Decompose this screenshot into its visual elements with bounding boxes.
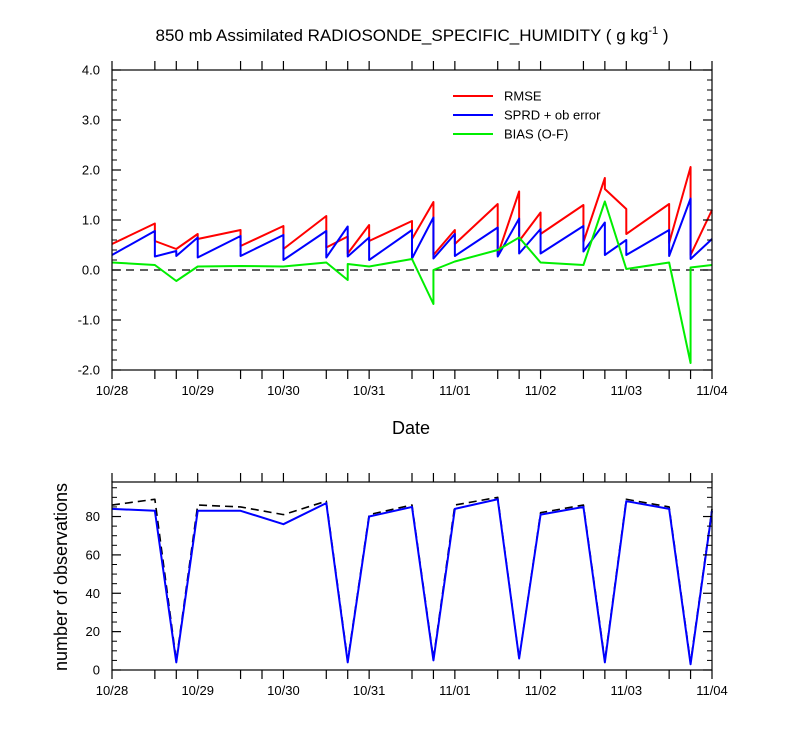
y-tick-label: 80 (86, 509, 100, 524)
x-tick-label: 11/02 (525, 383, 557, 398)
chart-title-main: 850 mb Assimilated RADIOSONDE_SPECIFIC_H… (156, 26, 649, 45)
y-tick-label: -1.0 (78, 313, 100, 328)
legend-label: BIAS (O-F) (504, 127, 568, 142)
bottom-series-group (111, 496, 713, 666)
x-axis-label-date: Date (392, 418, 430, 438)
bottom-ticks-group: 0 20 40 60 80 10/28 10/29 10/30 10/31 11/01 11/02 1… (86, 473, 728, 698)
series-line-top-2 (111, 200, 713, 364)
x-tick-label: 11/01 (439, 683, 471, 698)
x-tick-label: 10/29 (181, 683, 214, 698)
observation-count-panel: 0 20 40 60 80 10/28 10/29 10/30 10/31 11/01 11/02 1… (51, 473, 728, 698)
chart-title-exponent: -1 (648, 25, 658, 37)
x-tick-label: 11/01 (439, 383, 471, 398)
x-tick-label: 11/02 (525, 683, 557, 698)
x-tick-label: 11/03 (610, 383, 642, 398)
series-line-bottom-1 (111, 498, 713, 666)
bias-rmse-panel: -2.0 -1.0 0.0 1.0 2.0 3.0 4.0 10/28 10/29 10/30 10… (78, 61, 728, 438)
y-tick-label: -2.0 (78, 363, 100, 378)
top-ticks-group: -2.0 -1.0 0.0 1.0 2.0 3.0 4.0 10/28 10/29 10/30 10… (78, 61, 728, 398)
x-tick-label: 11/03 (610, 683, 642, 698)
x-tick-label: 10/30 (267, 683, 300, 698)
legend-label: RMSE (504, 89, 542, 104)
legend-label: SPRD + ob error (504, 108, 601, 123)
y-tick-label: 0.0 (82, 263, 100, 278)
x-tick-label: 10/31 (353, 383, 386, 398)
y-tick-label: 60 (86, 547, 100, 562)
y-tick-label: 0 (93, 663, 100, 678)
top-series-group (111, 166, 713, 364)
x-tick-label: 10/29 (181, 383, 214, 398)
y-tick-label: 40 (86, 586, 100, 601)
series-line-bottom-0 (111, 496, 713, 664)
chart-title-suffix: ) (658, 26, 668, 45)
x-tick-label: 11/04 (696, 383, 728, 398)
x-tick-label: 10/28 (96, 383, 129, 398)
chart-title: 850 mb Assimilated RADIOSONDE_SPECIFIC_H… (156, 25, 669, 45)
x-tick-label: 10/28 (96, 683, 129, 698)
x-tick-label: 11/04 (696, 683, 728, 698)
y-axis-label-observations: number of observations (51, 483, 71, 671)
y-tick-label: 4.0 (82, 63, 100, 78)
x-tick-label: 10/31 (353, 683, 386, 698)
y-tick-label: 20 (86, 624, 100, 639)
y-tick-label: 2.0 (82, 163, 100, 178)
y-tick-label: 1.0 (82, 213, 100, 228)
legend: RMSE SPRD + ob error BIAS (O-F) (453, 89, 601, 142)
y-tick-label: 3.0 (82, 113, 100, 128)
x-tick-label: 10/30 (267, 383, 300, 398)
series-line-top-1 (111, 197, 713, 261)
